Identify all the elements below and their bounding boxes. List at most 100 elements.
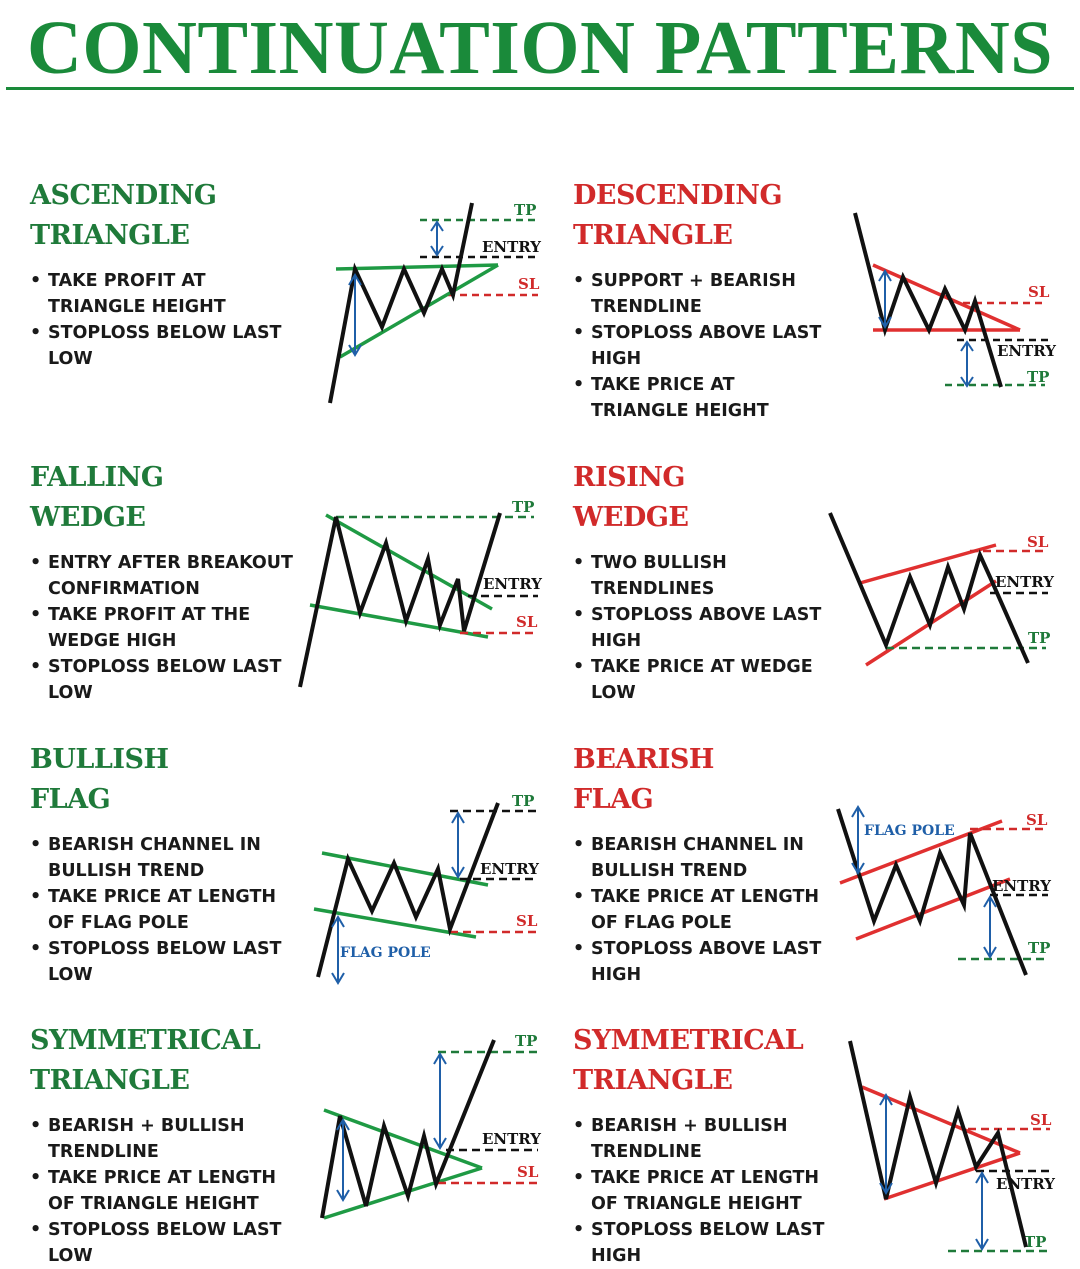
bullet-icon: • xyxy=(30,887,42,907)
section-title-line2: TRIANGLE xyxy=(30,1065,190,1096)
bullet-item: • TAKE PRICE AT LENGTH OF FLAG POLE xyxy=(573,884,833,936)
price-line xyxy=(328,202,474,404)
bullet-icon: • xyxy=(30,1220,42,1240)
arrow-head-up-icon xyxy=(331,915,345,928)
price-line xyxy=(848,1040,1028,1248)
sl-label: SL xyxy=(1030,1111,1052,1129)
bullet-item: • STOPLOSS BELOW LAST LOW xyxy=(30,1217,300,1269)
bullet-item: • TWO BULLISH TRENDLINES xyxy=(573,550,833,602)
arrow-head-down-icon xyxy=(336,1189,350,1202)
lower-trendline xyxy=(309,603,489,639)
bullet-list: • ENTRY AFTER BREAKOUT CONFIRMATION • TAKE… xyxy=(30,550,300,706)
bullet-text: TAKE PRICE AT LENGTH OF FLAG POLE xyxy=(591,887,820,933)
entry-label: ENTRY xyxy=(482,238,541,256)
arrow-head-up-icon xyxy=(433,1052,447,1065)
diagram-symmetrical-triangle-bearish: SL ENTRY TP xyxy=(848,1040,1055,1253)
flag-pole-label: FLAG POLE xyxy=(864,823,955,839)
arrow-head-up-icon xyxy=(975,1171,989,1184)
bullet-item: • BEARISH + BULLISH TRENDLINE xyxy=(573,1113,833,1165)
section-title-line1: SYMMETRICAL xyxy=(573,1025,804,1056)
section-descending-triangle: DESCENDING TRIANGLE • SUPPORT + BEARISH T… xyxy=(573,176,833,424)
bullet-text: STOPLOSS BELOW LAST HIGH xyxy=(591,1220,825,1266)
bullet-item: • TAKE PRICE AT LENGTH OF FLAG POLE xyxy=(30,884,300,936)
bullet-icon: • xyxy=(30,657,42,677)
bullet-icon: • xyxy=(573,657,585,677)
arrow-head-up-icon xyxy=(451,811,465,824)
bullet-icon: • xyxy=(573,1116,585,1136)
sl-label: SL xyxy=(1028,283,1050,301)
tp-label: TP xyxy=(1024,1233,1046,1251)
section-title: SYMMETRICAL TRIANGLE xyxy=(30,1021,300,1101)
bullet-icon: • xyxy=(30,1168,42,1188)
tp-label: TP xyxy=(1028,629,1050,647)
diagram-symmetrical-triangle-bullish: TP ENTRY SL xyxy=(320,1032,541,1220)
sl-label: SL xyxy=(1027,533,1049,551)
diagram-ascending-triangle: TP ENTRY SL xyxy=(328,201,541,404)
tp-label: TP xyxy=(515,1032,537,1050)
bullet-icon: • xyxy=(573,375,585,395)
section-bullish-flag: BULLISH FLAG • BEARISH CHANNEL IN BULLISH… xyxy=(30,740,300,988)
sl-label: SL xyxy=(1026,811,1048,829)
arrow-head-down-icon xyxy=(348,344,362,357)
section-symmetrical-triangle-bearish: SYMMETRICAL TRIANGLE • BEARISH + BULLISH … xyxy=(573,1021,833,1269)
sl-label: SL xyxy=(518,275,540,293)
bullet-icon: • xyxy=(573,1220,585,1240)
bullet-text: BEARISH CHANNEL IN BULLISH TREND xyxy=(591,835,804,881)
upper-trendline xyxy=(323,1108,483,1170)
bullet-text: BEARISH + BULLISH TRENDLINE xyxy=(591,1116,788,1162)
page-title: CONTINUATION PATTERNS xyxy=(26,6,1054,90)
sl-label: SL xyxy=(517,1163,539,1181)
bullet-icon: • xyxy=(30,323,42,343)
section-title-line1: RISING xyxy=(573,462,685,493)
section-title-line2: TRIANGLE xyxy=(30,220,190,251)
price-line xyxy=(298,512,502,688)
bullet-icon: • xyxy=(573,835,585,855)
arrow-head-down-icon xyxy=(960,376,974,388)
support-trendline xyxy=(339,263,499,359)
bullet-icon: • xyxy=(30,939,42,959)
bullet-item: • TAKE PRICE AT LENGTH OF TRIANGLE HEIGHT xyxy=(30,1165,300,1217)
bullet-list: • BEARISH CHANNEL IN BULLISH TREND • TAKE … xyxy=(573,832,833,988)
section-title-line2: TRIANGLE xyxy=(573,220,733,251)
bullet-item: • SUPPORT + BEARISH TRENDLINE xyxy=(573,268,833,320)
bullet-icon: • xyxy=(573,553,585,573)
section-falling-wedge: FALLING WEDGE • ENTRY AFTER BREAKOUT CONF… xyxy=(30,458,300,706)
bullet-text: TAKE PRICE AT TRIANGLE HEIGHT xyxy=(591,375,769,421)
bullet-list: • BEARISH + BULLISH TRENDLINE • TAKE PRICE… xyxy=(573,1113,833,1269)
section-title-line1: ASCENDING xyxy=(30,180,217,211)
bullet-item: • STOPLOSS ABOVE LAST HIGH xyxy=(573,936,833,988)
bullet-icon: • xyxy=(573,939,585,959)
bullet-text: STOPLOSS BELOW LAST LOW xyxy=(48,939,282,985)
tp-label: TP xyxy=(512,498,534,516)
section-title-line2: WEDGE xyxy=(30,502,146,533)
bullet-list: • BEARISH + BULLISH TRENDLINE • TAKE PRICE… xyxy=(30,1113,300,1269)
arrow-head-down-icon xyxy=(451,866,465,879)
lower-channel-line xyxy=(855,877,1011,941)
arrow-head-down-icon xyxy=(433,1137,447,1150)
flag-pole-label: FLAG POLE xyxy=(340,945,431,961)
section-title-line2: FLAG xyxy=(30,784,111,815)
section-title: RISING WEDGE xyxy=(573,458,833,538)
bullet-item: • STOPLOSS BELOW LAST LOW xyxy=(30,320,300,372)
diagram-bearish-flag: SL ENTRY TP FLAG POLE xyxy=(836,805,1051,976)
tp-label: TP xyxy=(1027,368,1049,386)
bullet-item: • BEARISH CHANNEL IN BULLISH TREND xyxy=(573,832,833,884)
entry-label: ENTRY xyxy=(992,877,1051,895)
resistance-trendline xyxy=(335,263,499,271)
bullet-icon: • xyxy=(30,271,42,291)
bullet-icon: • xyxy=(573,323,585,343)
bullet-item: • TAKE PROFIT AT TRIANGLE HEIGHT xyxy=(30,268,300,320)
section-symmetrical-triangle-bullish: SYMMETRICAL TRIANGLE • BEARISH + BULLISH … xyxy=(30,1021,300,1269)
bullet-icon: • xyxy=(573,271,585,291)
bullet-text: STOPLOSS BELOW LAST LOW xyxy=(48,657,282,703)
bullet-text: STOPLOSS ABOVE LAST HIGH xyxy=(591,323,822,369)
tp-label: TP xyxy=(514,201,536,219)
bullet-list: • TWO BULLISH TRENDLINES • STOPLOSS ABOVE … xyxy=(573,550,833,706)
bullet-item: • STOPLOSS ABOVE LAST HIGH xyxy=(573,320,833,372)
bullet-text: TAKE PRICE AT LENGTH OF TRIANGLE HEIGHT xyxy=(48,1168,277,1214)
section-title: FALLING WEDGE xyxy=(30,458,300,538)
section-title-line1: DESCENDING xyxy=(573,180,783,211)
upper-channel-line xyxy=(839,819,1003,885)
section-title: BULLISH FLAG xyxy=(30,740,300,820)
arrow-head-down-icon xyxy=(430,245,444,257)
